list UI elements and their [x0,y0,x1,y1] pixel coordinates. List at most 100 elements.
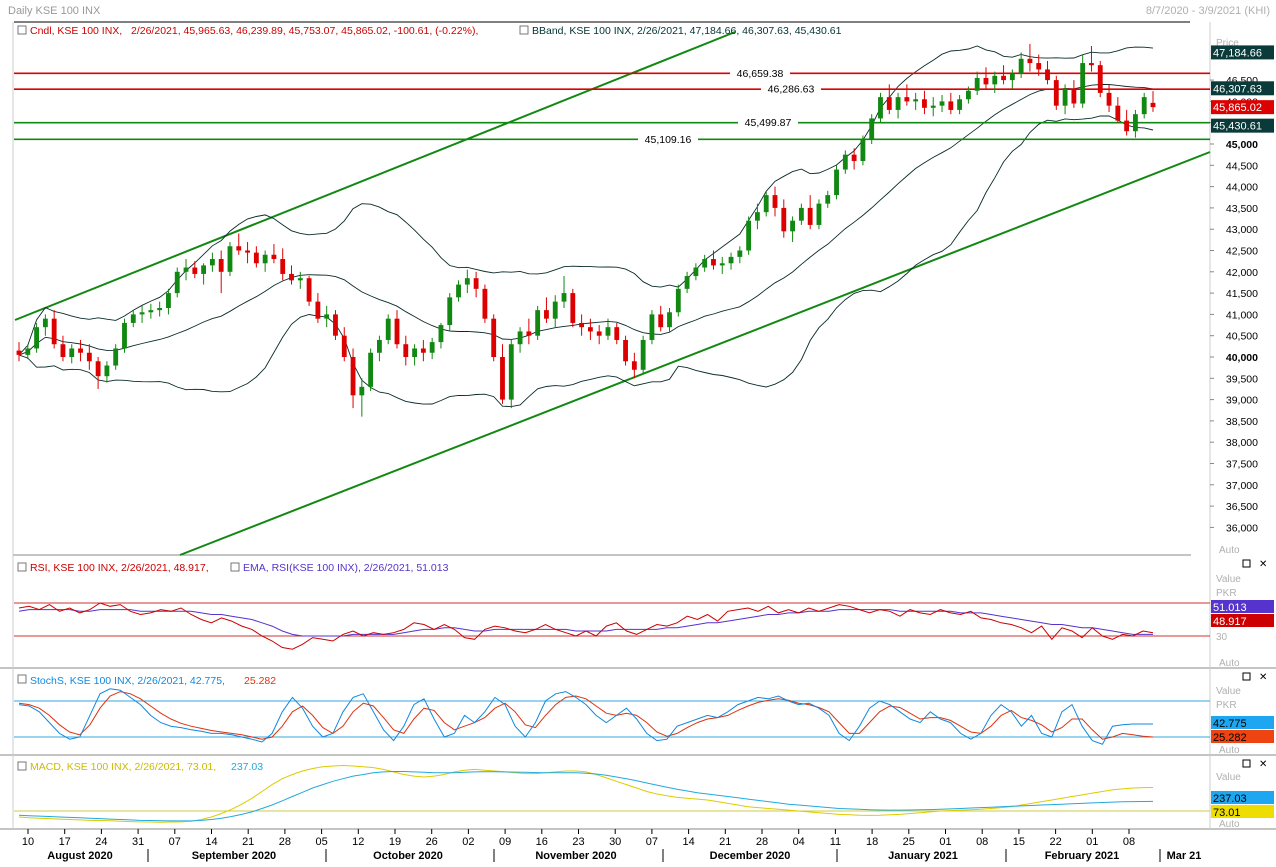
price-tick-label: 42,000 [1226,267,1258,279]
candle [667,308,672,332]
date-range: 8/7/2020 - 3/9/2021 (KHI) [1146,5,1270,17]
upper-channel-line[interactable] [14,31,736,321]
candle [86,344,92,370]
price-tick-label: 40,500 [1226,331,1258,343]
price-tick-label: 41,500 [1226,288,1258,300]
price-pane[interactable]: 46,659.38 46,286.63 45,499.87 45,109.16 [14,31,1211,556]
maximize-icon[interactable] [1242,559,1251,568]
candle [878,92,883,123]
price-tick-label: 37,500 [1226,459,1258,471]
candle [122,318,127,353]
candle [974,71,980,96]
candle [957,95,963,115]
stoch-legend-value2: 25.282 [244,675,276,687]
day-tick-label: 31 [132,836,144,848]
candle [350,348,356,409]
macd-signal-badge: 237.03 [1213,793,1247,805]
candle [711,250,716,270]
day-tick-label: 07 [646,836,658,848]
rsi-axis-tick: 30 [1216,632,1228,643]
candle [473,271,479,298]
horizontal-levels[interactable]: 46,659.38 46,286.63 45,499.87 45,109.16 [14,66,1210,146]
day-tick-label: 17 [59,836,71,848]
day-tick-label: 19 [389,836,401,848]
stoch-k-badge: 42.775 [1213,718,1247,730]
price-auto-label[interactable]: Auto [1219,545,1240,556]
stoch-auto-label[interactable]: Auto [1219,745,1240,756]
maximize-icon[interactable] [1242,759,1251,768]
candle [816,199,822,230]
candle [130,310,136,328]
day-tick-label: 28 [756,836,768,848]
price-tick-label: 39,000 [1226,395,1258,407]
candle [1053,75,1059,110]
day-tick-label: 18 [866,836,878,848]
candle [359,378,365,417]
candle [992,71,998,93]
candle [1150,91,1156,112]
candle [183,259,189,281]
candle [324,305,330,328]
candle [755,203,760,230]
stoch-axis-header: Value [1216,686,1241,697]
close-icon[interactable]: ✕ [1259,759,1267,770]
candle [209,252,215,272]
candle [535,305,541,340]
rsi-ema-legend-label: EMA, RSI(KSE 100 INX), 2/26/2021, 51.013 [243,562,449,574]
day-tick-label: 10 [22,836,34,848]
day-tick-label: 08 [976,836,988,848]
candle [526,318,532,345]
maximize-icon[interactable] [1242,672,1251,681]
price-axis-header: Price [1216,38,1239,49]
day-tick-label: 02 [462,836,474,848]
candle [1036,54,1042,76]
candle [253,246,259,268]
candle [605,318,611,340]
candle [78,339,83,362]
day-tick-label: 04 [793,836,805,848]
candle [579,314,585,336]
pane-controls[interactable]: ✕ ✕ ✕ [1242,559,1267,770]
macd-auto-label[interactable]: Auto [1219,819,1240,830]
price-axis[interactable]: Price 36,000 36,500 37,000 37,500 38,000 38,5… [1210,38,1274,556]
stoch-d-line [18,691,1154,740]
candle [368,348,374,392]
rsi-auto-label[interactable]: Auto [1219,658,1240,669]
month-label: August 2020 [47,850,112,862]
candle [104,361,110,383]
candle [148,303,154,319]
time-axis[interactable]: 10 17 24 31 07 14 21 28 05 12 19 26 02 09 16 23 30 07 14 21… [22,829,1202,862]
candle [1133,109,1138,138]
month-label: December 2020 [710,850,791,862]
candle [798,203,804,225]
candle [895,92,901,119]
macd-axis-header: Value [1216,772,1241,783]
candle [192,261,198,279]
candle [508,339,514,409]
day-tick-label: 01 [939,836,951,848]
level-label: 46,286.63 [768,84,815,96]
candle [482,284,488,323]
trend-channel[interactable] [14,31,1211,556]
candle [42,314,48,336]
candle [456,280,461,302]
bband-upper-line [18,45,1154,356]
macd-pane[interactable]: MACD, KSE 100 INX, 2/26/2021, 73.01, 237… [14,761,1274,830]
candle [139,305,145,323]
month-label: September 2020 [192,850,276,862]
candle [236,233,242,255]
rsi-badge: 48.917 [1213,616,1247,628]
stochastic-pane[interactable]: StochS, KSE 100 INX, 2/26/2021, 42.775, … [14,674,1274,756]
candle [25,344,31,360]
close-icon[interactable]: ✕ [1259,672,1267,683]
close-icon[interactable]: ✕ [1259,559,1267,570]
candle [983,67,989,89]
rsi-pane[interactable]: RSI, KSE 100 INX, 2/26/2021, 48.917, EMA… [14,562,1274,669]
day-tick-label: 11 [830,836,841,848]
candle [1115,97,1121,123]
candle [34,322,39,353]
bband-upper-badge: 47,184.66 [1213,47,1262,59]
lower-channel-line[interactable] [179,151,1211,556]
bband-legend-label: BBand, KSE 100 INX, 2/26/2021, 47,184.66… [532,25,842,37]
bband-middle-line [18,84,1154,356]
